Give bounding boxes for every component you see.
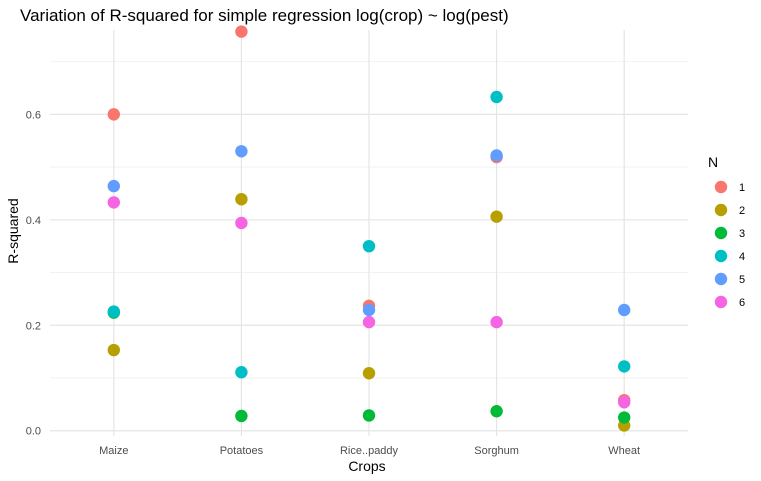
legend-key-1 <box>714 180 728 194</box>
legend: N 1 2 3 4 5 6 <box>708 154 745 309</box>
y-tick-label: 0.4 <box>26 215 41 227</box>
data-point-n1-maize <box>107 108 121 121</box>
x-tick-label: Sorghum <box>474 445 519 457</box>
legend-key-3 <box>714 226 728 240</box>
data-point-n3-sorghum <box>490 405 503 418</box>
data-point-n2-maize <box>107 343 121 357</box>
data-point-n4-sorghum <box>490 90 503 104</box>
data-point-n3-wheat <box>618 411 631 424</box>
legend-label-2: 2 <box>739 205 745 217</box>
data-point-n1-potatoes <box>235 25 248 38</box>
legend-label-3: 3 <box>739 228 745 240</box>
data-point-n5-rice-paddy <box>362 303 376 317</box>
data-point-n2-potatoes <box>235 193 248 206</box>
data-point-n6-potatoes <box>235 216 248 230</box>
x-tick-labels: Maize Potatoes Rice..paddy Sorghum Wheat <box>99 445 640 457</box>
data-point-n6-sorghum <box>490 315 503 329</box>
data-point-n2-sorghum <box>490 210 503 223</box>
data-point-n5-sorghum <box>490 149 503 162</box>
legend-key-5 <box>714 272 728 286</box>
data-point-n4-maize <box>107 305 121 318</box>
y-tick-label: 0.6 <box>26 109 41 121</box>
data-point-n5-maize <box>107 179 121 193</box>
x-tick-label: Wheat <box>608 445 640 457</box>
legend-key-6 <box>714 295 728 309</box>
data-points <box>107 25 631 432</box>
legend-label-6: 6 <box>739 297 745 309</box>
legend-label-1: 1 <box>739 182 745 194</box>
data-point-n4-potatoes <box>235 366 248 379</box>
data-point-n6-wheat <box>618 396 631 409</box>
legend-key-2 <box>714 203 728 217</box>
data-point-n4-rice-paddy <box>362 239 376 253</box>
data-point-n5-potatoes <box>235 145 248 158</box>
legend-label-4: 4 <box>739 251 745 263</box>
legend-label-5: 5 <box>739 274 745 286</box>
y-tick-label: 0.0 <box>26 426 41 438</box>
data-point-n4-wheat <box>618 360 631 373</box>
x-tick-label: Maize <box>99 445 128 457</box>
y-axis-title: R-squared <box>5 198 21 263</box>
x-tick-label: Rice..paddy <box>340 445 399 457</box>
legend-items: 1 2 3 4 5 6 <box>714 180 745 309</box>
data-point-n3-rice-paddy <box>362 409 376 422</box>
data-point-n6-maize <box>107 196 121 209</box>
legend-key-4 <box>714 249 728 263</box>
chart-title: Variation of R-squared for simple regres… <box>20 6 509 25</box>
legend-title: N <box>708 154 718 170</box>
x-tick-label: Potatoes <box>220 445 264 457</box>
data-point-n6-rice-paddy <box>362 315 376 329</box>
x-axis-title: Crops <box>348 458 385 474</box>
data-point-n2-rice-paddy <box>362 367 376 380</box>
y-tick-labels: 0.0 0.2 0.4 0.6 <box>26 109 41 437</box>
data-point-n3-potatoes <box>235 409 248 423</box>
y-tick-label: 0.2 <box>26 320 41 332</box>
data-point-n5-wheat <box>618 303 631 317</box>
